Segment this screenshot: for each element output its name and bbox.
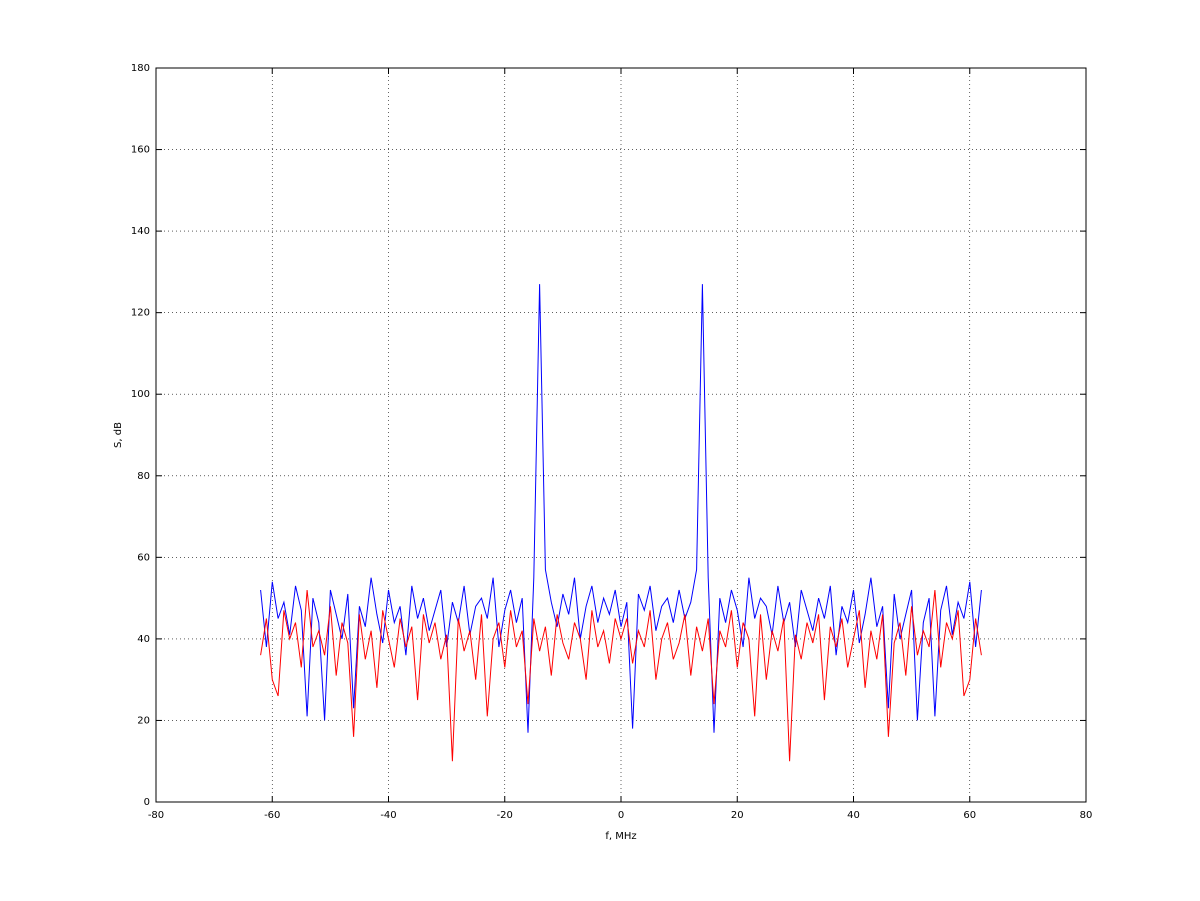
plot-frame — [155, 67, 1087, 803]
y-tick-label: 20 — [137, 715, 150, 726]
y-tick-label: 160 — [131, 145, 150, 156]
x-tick-label: 0 — [618, 810, 624, 821]
y-axis-label: S, dB — [113, 422, 124, 448]
y-tick-label: 0 — [144, 797, 150, 808]
y-tick-label: 60 — [137, 552, 150, 563]
y-tick-label: 100 — [131, 389, 150, 400]
x-tick-label: 20 — [731, 810, 744, 821]
x-tick-label: -60 — [264, 810, 280, 821]
y-tick-label: 120 — [131, 308, 150, 319]
y-tick-label: 40 — [137, 634, 150, 645]
x-tick-label: 40 — [847, 810, 860, 821]
x-axis-label: f, MHz — [605, 831, 636, 842]
x-tick-label: -40 — [380, 810, 396, 821]
x-tick-label: 80 — [1080, 810, 1093, 821]
x-tick-label: -20 — [497, 810, 513, 821]
y-tick-label: 80 — [137, 471, 150, 482]
y-tick-label: 140 — [131, 226, 150, 237]
y-tick-label: 180 — [131, 63, 150, 74]
x-tick-label: -80 — [148, 810, 164, 821]
x-tick-label: 60 — [963, 810, 976, 821]
series-line — [260, 589, 982, 762]
